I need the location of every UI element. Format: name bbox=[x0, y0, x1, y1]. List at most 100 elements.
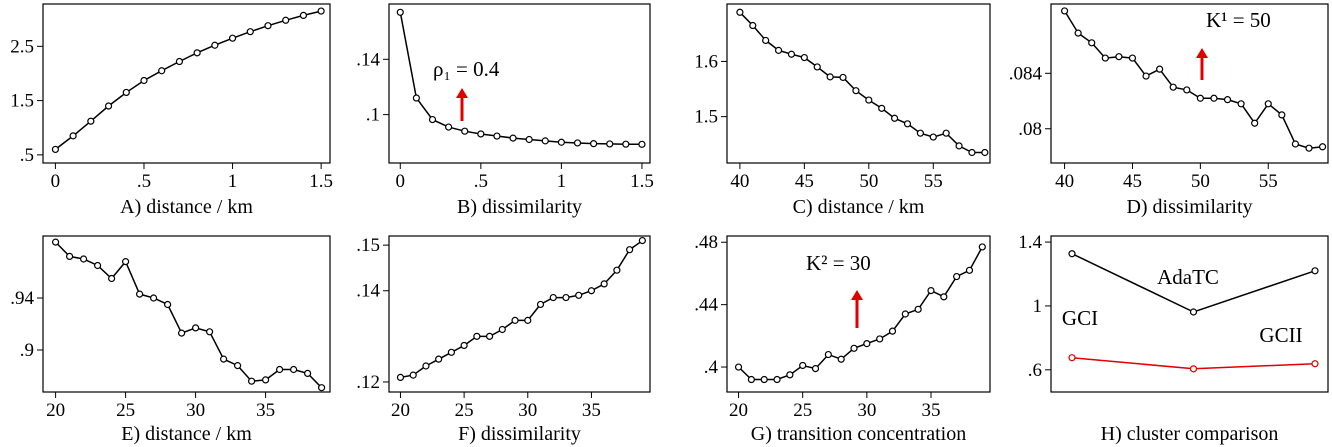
y-tick-label: .94 bbox=[10, 288, 34, 309]
y-tick-label: 1 bbox=[1033, 296, 1043, 317]
point bbox=[473, 332, 481, 340]
point bbox=[914, 305, 922, 313]
point bbox=[264, 22, 272, 30]
point bbox=[888, 327, 897, 335]
point bbox=[422, 362, 430, 370]
point bbox=[460, 341, 468, 350]
point bbox=[1251, 119, 1259, 127]
y-tick-label: .1 bbox=[366, 105, 380, 126]
point bbox=[51, 238, 60, 246]
x-axis-label: A) distance / km bbox=[120, 196, 253, 218]
point bbox=[1169, 83, 1177, 91]
point bbox=[317, 7, 325, 15]
point bbox=[638, 140, 646, 148]
point bbox=[800, 53, 808, 62]
point bbox=[786, 371, 794, 379]
x-tick-label: 40 bbox=[730, 171, 749, 192]
point bbox=[282, 16, 290, 24]
point bbox=[290, 365, 298, 374]
point bbox=[587, 287, 596, 295]
y-tick-label: 1.5 bbox=[10, 91, 34, 112]
point bbox=[262, 376, 270, 384]
point bbox=[1060, 7, 1069, 15]
y-tick-label: 1.5 bbox=[694, 107, 718, 128]
point bbox=[878, 104, 886, 112]
x-tick-label: 50 bbox=[1191, 171, 1210, 192]
point bbox=[837, 355, 845, 363]
point bbox=[981, 148, 989, 157]
y-tick-label: 1.6 bbox=[694, 51, 718, 72]
y-tick-label: .084 bbox=[1009, 63, 1043, 84]
point bbox=[93, 261, 102, 270]
plot-frame bbox=[388, 235, 651, 393]
point bbox=[562, 293, 570, 302]
point bbox=[1068, 354, 1076, 362]
point bbox=[811, 365, 820, 373]
point bbox=[498, 325, 506, 334]
point bbox=[1115, 53, 1123, 61]
point bbox=[978, 243, 986, 251]
y-tick-label: .14 bbox=[356, 49, 380, 70]
point bbox=[813, 63, 821, 71]
point bbox=[942, 129, 950, 137]
point bbox=[955, 142, 963, 150]
point bbox=[903, 120, 912, 128]
point bbox=[396, 8, 404, 16]
point bbox=[1142, 72, 1150, 80]
point bbox=[600, 280, 608, 288]
point bbox=[1237, 100, 1245, 108]
point bbox=[1305, 144, 1313, 152]
point bbox=[1291, 140, 1300, 148]
x-tick-label: 35 bbox=[582, 400, 601, 421]
point bbox=[850, 344, 858, 352]
point bbox=[876, 335, 884, 343]
point bbox=[1223, 96, 1232, 104]
x-tick-label: 30 bbox=[518, 400, 537, 421]
point bbox=[549, 293, 557, 302]
point bbox=[445, 123, 453, 131]
point bbox=[396, 373, 405, 382]
x-axis-label: F) dissimilarity bbox=[458, 423, 581, 445]
point bbox=[447, 348, 455, 356]
x-tick-label: 20 bbox=[46, 400, 65, 421]
y-tick-label: .5 bbox=[20, 145, 34, 166]
y-tick-label: .14 bbox=[356, 281, 380, 302]
point bbox=[175, 57, 184, 66]
point bbox=[178, 329, 186, 337]
point bbox=[485, 332, 494, 340]
x-tick-label: 1 bbox=[228, 171, 238, 192]
point bbox=[622, 140, 630, 148]
x-axis-label: D) dissimilarity bbox=[1126, 196, 1252, 218]
point bbox=[734, 363, 743, 371]
point bbox=[536, 300, 545, 309]
x-tick-label: 45 bbox=[1123, 171, 1142, 192]
annotation: GCII bbox=[1259, 323, 1302, 347]
point bbox=[1278, 111, 1286, 119]
point bbox=[234, 362, 242, 370]
x-tick-label: .5 bbox=[137, 171, 151, 192]
point bbox=[929, 133, 937, 141]
y-tick-label: .08 bbox=[1018, 119, 1042, 140]
y-tick-label: .6 bbox=[1028, 360, 1042, 381]
x-tick-label: 0 bbox=[396, 171, 406, 192]
arrow-head bbox=[851, 290, 863, 300]
y-tick-label: .44 bbox=[694, 295, 718, 316]
point bbox=[524, 316, 532, 324]
point bbox=[606, 140, 614, 148]
panel: .9 .94 20 25 30 35E) distance / km bbox=[10, 235, 331, 445]
y-tick-label: .48 bbox=[694, 232, 718, 253]
point bbox=[304, 369, 312, 378]
point bbox=[509, 134, 517, 142]
point bbox=[246, 28, 254, 36]
point bbox=[1264, 100, 1272, 108]
series-line bbox=[399, 12, 642, 146]
point bbox=[477, 130, 485, 138]
point bbox=[940, 293, 948, 301]
point bbox=[774, 46, 783, 54]
panel: .12 .14 .15 20 25 30 35F) dissimilarity bbox=[356, 235, 651, 445]
panel: .1 .14 0 .5 1 1.5 B) dissimilarity ρ₁ = 0.4 bbox=[356, 3, 654, 218]
point bbox=[557, 138, 565, 146]
plot-frame bbox=[726, 235, 991, 393]
point bbox=[1183, 86, 1191, 94]
point bbox=[573, 139, 582, 147]
